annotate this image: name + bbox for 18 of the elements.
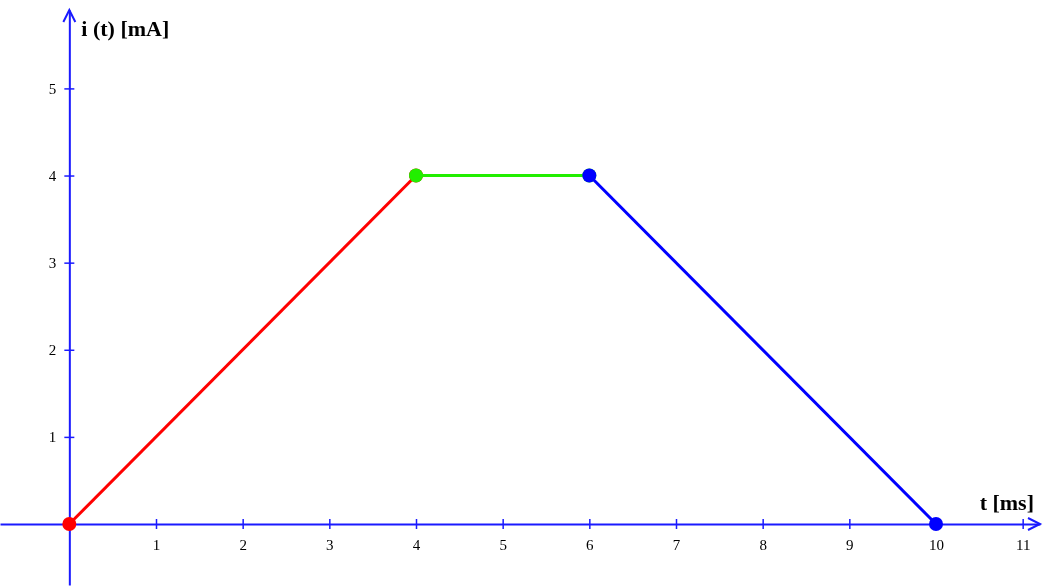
x-tick-label: 2 <box>239 536 247 553</box>
y-axis-title: i (t) [mA] <box>81 16 170 41</box>
y-tick-label: 3 <box>48 254 57 271</box>
y-tick-label: 4 <box>48 167 57 184</box>
y-tick-label: 5 <box>48 80 57 97</box>
x-tick-label: 6 <box>586 536 595 553</box>
x-tick-label: 11 <box>1015 536 1031 553</box>
x-tick-label: 5 <box>499 536 507 553</box>
x-tick-label: 4 <box>412 536 421 553</box>
x-tick-label: 1 <box>152 536 161 553</box>
x-tick-label: 7 <box>672 536 681 553</box>
y-tick-label: 2 <box>48 342 57 359</box>
x-axis-title: t [ms] <box>979 490 1034 516</box>
x-tick-label: 9 <box>846 536 854 553</box>
x-tick-label: 3 <box>326 536 334 553</box>
x-tick-label: 8 <box>759 536 767 553</box>
y-tick-label: 1 <box>48 429 57 446</box>
x-tick-label: 10 <box>929 536 944 553</box>
